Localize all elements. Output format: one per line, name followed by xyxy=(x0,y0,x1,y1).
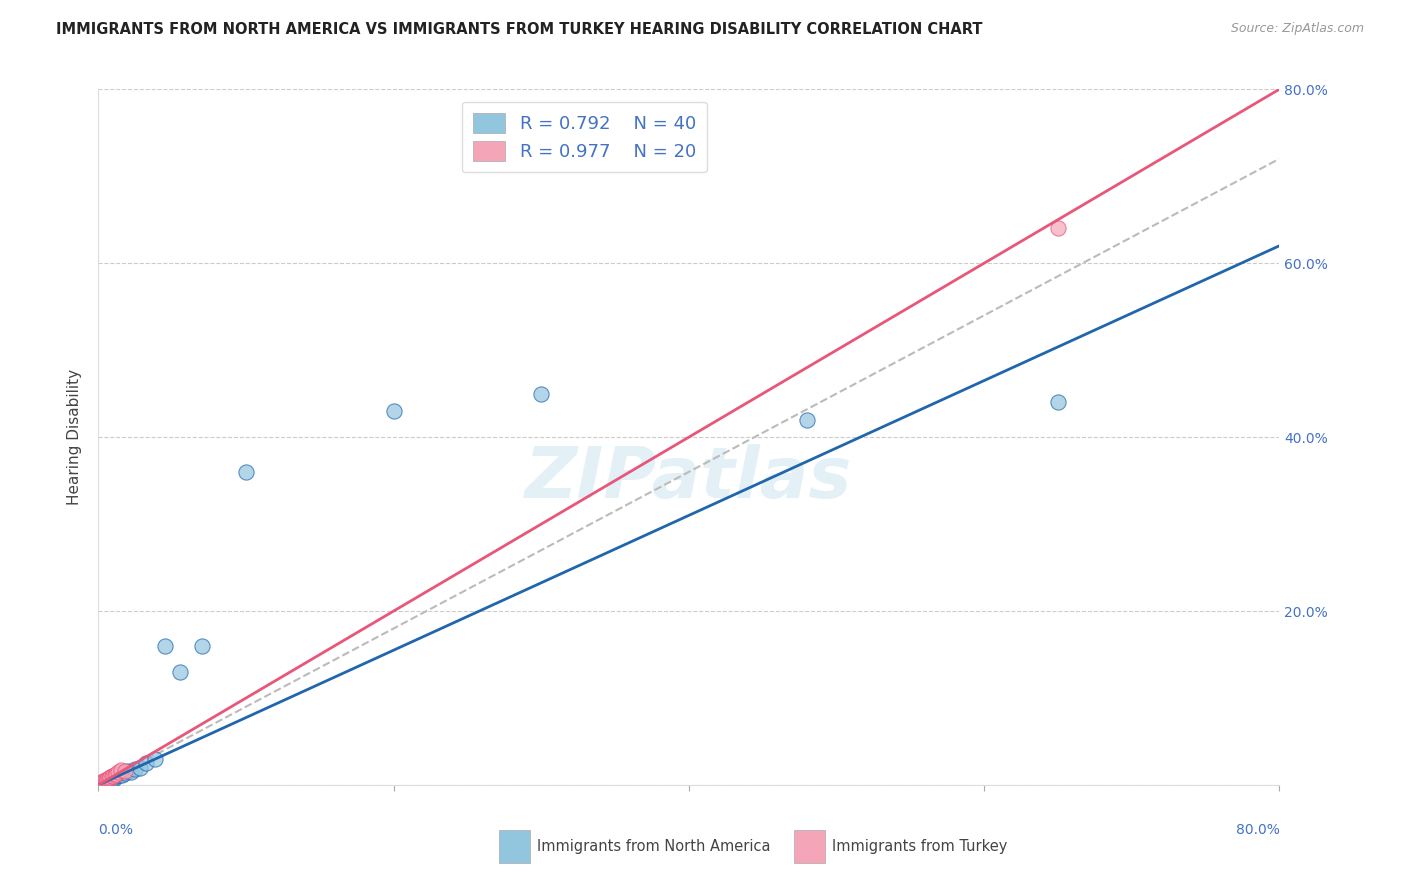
Point xyxy=(105,769,128,783)
Point xyxy=(191,639,214,653)
Point xyxy=(96,772,118,786)
Bar xyxy=(794,830,825,863)
Point xyxy=(96,773,118,788)
Text: Immigrants from Turkey: Immigrants from Turkey xyxy=(832,839,1008,854)
Bar xyxy=(499,830,530,863)
Point xyxy=(91,775,114,789)
Point xyxy=(100,769,122,783)
Point xyxy=(135,756,157,771)
Point xyxy=(530,386,553,401)
Point xyxy=(97,771,120,785)
Point xyxy=(114,764,136,778)
Point xyxy=(104,768,127,782)
Text: 80.0%: 80.0% xyxy=(1236,823,1279,838)
Point xyxy=(1046,395,1069,409)
Point xyxy=(93,774,115,789)
Point xyxy=(153,639,176,653)
Point xyxy=(98,773,121,788)
Point xyxy=(98,772,121,786)
Point xyxy=(94,776,117,790)
Point xyxy=(97,774,120,789)
Y-axis label: Hearing Disability: Hearing Disability xyxy=(67,369,83,505)
Point xyxy=(107,764,129,779)
Point xyxy=(104,771,127,785)
Point xyxy=(100,772,122,787)
Point xyxy=(94,773,117,788)
Point xyxy=(93,775,115,789)
Point xyxy=(143,752,166,766)
Text: 0.0%: 0.0% xyxy=(98,823,134,838)
Point xyxy=(96,773,118,788)
Point xyxy=(110,766,132,780)
Point xyxy=(93,774,115,789)
Point xyxy=(90,776,112,790)
Point xyxy=(105,766,128,780)
Point xyxy=(235,465,257,479)
Point xyxy=(98,770,121,784)
Point xyxy=(128,760,150,774)
Point xyxy=(111,767,134,781)
Text: Source: ZipAtlas.com: Source: ZipAtlas.com xyxy=(1230,22,1364,36)
Point xyxy=(89,777,111,791)
Point xyxy=(1046,221,1069,235)
Point xyxy=(796,412,818,426)
Point xyxy=(107,767,129,781)
Point xyxy=(108,768,131,782)
Point xyxy=(94,774,117,789)
Point xyxy=(96,775,118,789)
Point xyxy=(169,665,191,679)
Point xyxy=(91,775,114,789)
Point xyxy=(103,769,125,783)
Point xyxy=(103,770,125,784)
Point xyxy=(100,771,122,785)
Point xyxy=(90,776,112,790)
Point xyxy=(89,777,111,791)
Point xyxy=(103,772,125,786)
Point xyxy=(91,774,114,789)
Point xyxy=(97,772,120,787)
Point xyxy=(114,765,136,780)
Legend: R = 0.792    N = 40, R = 0.977    N = 20: R = 0.792 N = 40, R = 0.977 N = 20 xyxy=(461,102,707,172)
Text: ZIPatlas: ZIPatlas xyxy=(526,444,852,513)
Point xyxy=(382,404,405,418)
Point xyxy=(90,777,112,791)
Point xyxy=(110,763,132,777)
Point xyxy=(117,764,139,778)
Text: IMMIGRANTS FROM NORTH AMERICA VS IMMIGRANTS FROM TURKEY HEARING DISABILITY CORRE: IMMIGRANTS FROM NORTH AMERICA VS IMMIGRA… xyxy=(56,22,983,37)
Point xyxy=(97,772,120,786)
Point xyxy=(91,776,114,790)
Point xyxy=(124,762,146,776)
Point xyxy=(94,772,117,787)
Point xyxy=(120,764,142,779)
Text: Immigrants from North America: Immigrants from North America xyxy=(537,839,770,854)
